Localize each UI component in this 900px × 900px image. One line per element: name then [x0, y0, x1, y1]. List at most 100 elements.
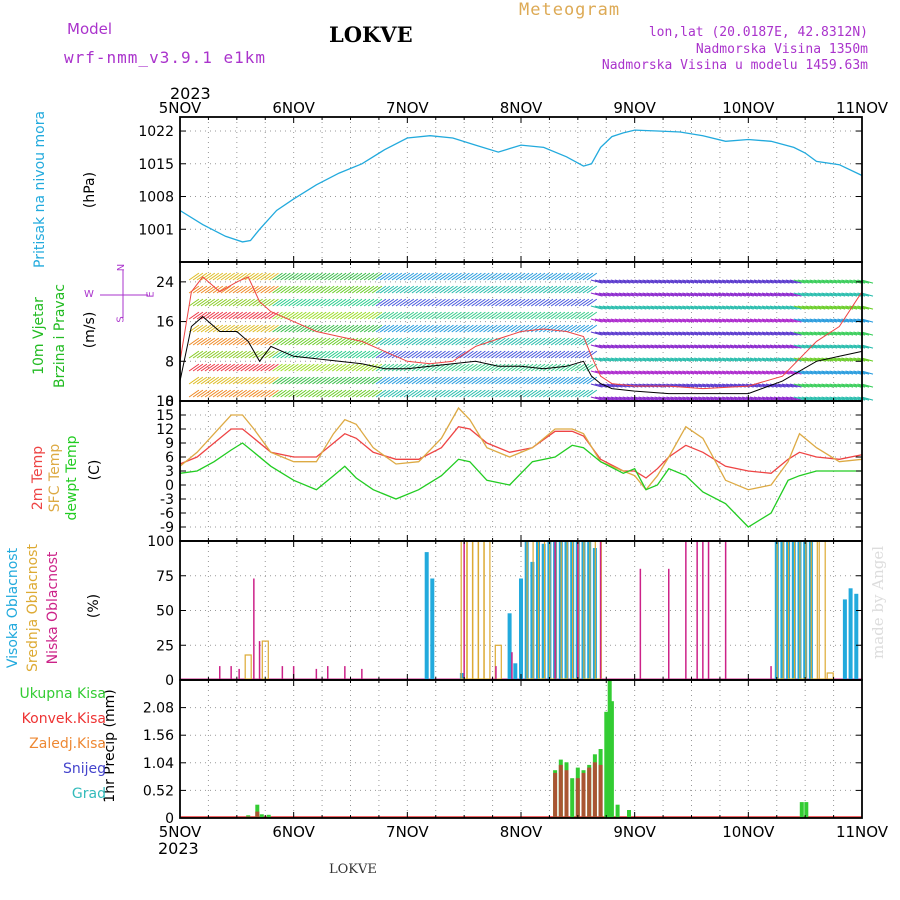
wind-barb: [236, 324, 247, 333]
wind-barb: [690, 331, 703, 336]
wind-barb: [256, 272, 267, 281]
wind-barb: [698, 305, 711, 310]
y-tick-label: 1.04: [143, 756, 174, 772]
wind-barb: [479, 363, 490, 372]
wind-barb: [821, 331, 834, 336]
y-tick-label: -6: [160, 506, 174, 522]
wind-barb: [431, 311, 442, 320]
wind-barb: [252, 324, 263, 333]
wind-barb: [192, 363, 204, 372]
wind-barb: [479, 272, 490, 281]
wind-barb: [550, 376, 562, 385]
wind-barb: [698, 357, 711, 362]
wind-barb: [837, 292, 850, 297]
wind-barb: [312, 311, 323, 320]
wind-barb: [849, 305, 862, 310]
wind-barb: [272, 389, 283, 398]
wind-barb: [403, 324, 415, 333]
wind-barb: [718, 396, 730, 401]
wind-barb: [236, 285, 247, 294]
mid-cloud-bar: [494, 644, 502, 680]
total-precip-bar: [615, 804, 620, 818]
wind-barb: [391, 272, 403, 281]
wind-barb: [678, 305, 691, 310]
wind-barb: [718, 357, 730, 362]
wind-barb: [646, 370, 659, 375]
wind-barb: [359, 285, 371, 294]
wind-barb: [861, 331, 874, 336]
wind-barb: [240, 298, 251, 307]
wind-barb: [606, 357, 619, 362]
wind-barb: [419, 311, 430, 320]
wind-barb: [328, 298, 339, 307]
wind-barb: [503, 376, 514, 385]
wind-barb: [431, 337, 442, 346]
wind-barb: [228, 376, 239, 385]
wind-barb: [578, 350, 590, 359]
wind-barb: [515, 350, 526, 359]
wind-barb: [829, 292, 842, 297]
wind-barb: [857, 331, 870, 336]
wind-barb: [753, 370, 766, 375]
wind-barb: [300, 311, 311, 320]
wind-barb: [737, 279, 750, 284]
wind-barb: [316, 363, 327, 372]
wind-barb: [192, 376, 204, 385]
wind-barb: [765, 318, 778, 323]
total-precip-bar: [570, 778, 575, 818]
wind-barb: [519, 337, 530, 346]
wind-barb: [351, 376, 363, 385]
wind-barb: [340, 337, 351, 346]
wind-barb: [769, 331, 782, 336]
wind-barb: [264, 350, 275, 359]
wind-barb: [534, 324, 546, 333]
wind-barb: [805, 305, 818, 310]
wind-barb: [638, 370, 651, 375]
wind-barb: [244, 337, 255, 346]
wind-barb: [530, 311, 542, 320]
wind-barb: [196, 324, 208, 333]
wind-barb: [371, 389, 383, 398]
wind-barb: [781, 279, 794, 284]
wind-barb: [391, 311, 403, 320]
wind-barb: [292, 311, 303, 320]
wind-barb: [642, 357, 655, 362]
wind-barb: [610, 383, 623, 388]
wind-barb: [228, 363, 239, 372]
wind-barb: [686, 279, 699, 284]
conv-precip-bar: [255, 811, 260, 818]
wind-barb: [841, 357, 854, 362]
wind-barb: [769, 318, 782, 323]
wind-barb: [690, 305, 703, 310]
wind-barb: [534, 350, 546, 359]
wind-barb: [773, 305, 786, 310]
y-tick-label: 0: [165, 673, 174, 689]
wind-barb: [634, 344, 647, 349]
wind-barb: [371, 311, 383, 320]
wind-barb: [475, 363, 486, 372]
wind-barb: [722, 344, 734, 349]
wind-barb: [304, 285, 315, 294]
wind-barb: [248, 311, 259, 320]
wind-barb: [702, 318, 715, 323]
wind-barb: [833, 396, 846, 401]
wind-barb: [451, 363, 462, 372]
wind-barb: [630, 357, 643, 362]
wind-barb: [419, 298, 430, 307]
wind-barb: [399, 337, 411, 346]
wind-barb: [733, 370, 746, 375]
wind-barb: [570, 272, 582, 281]
wind-barb: [654, 292, 667, 297]
wind-barb: [288, 285, 299, 294]
wind-barb: [196, 285, 208, 294]
wind-barb: [789, 305, 802, 310]
wind-barb: [618, 396, 631, 401]
wind-barb: [674, 396, 687, 401]
wind-barb: [558, 337, 570, 346]
wind-barb: [769, 396, 782, 401]
wind-barb: [745, 370, 758, 375]
wind-barb: [570, 324, 582, 333]
wind-barb: [415, 272, 426, 281]
wind-barb: [837, 305, 850, 310]
wind-barb: [706, 331, 719, 336]
